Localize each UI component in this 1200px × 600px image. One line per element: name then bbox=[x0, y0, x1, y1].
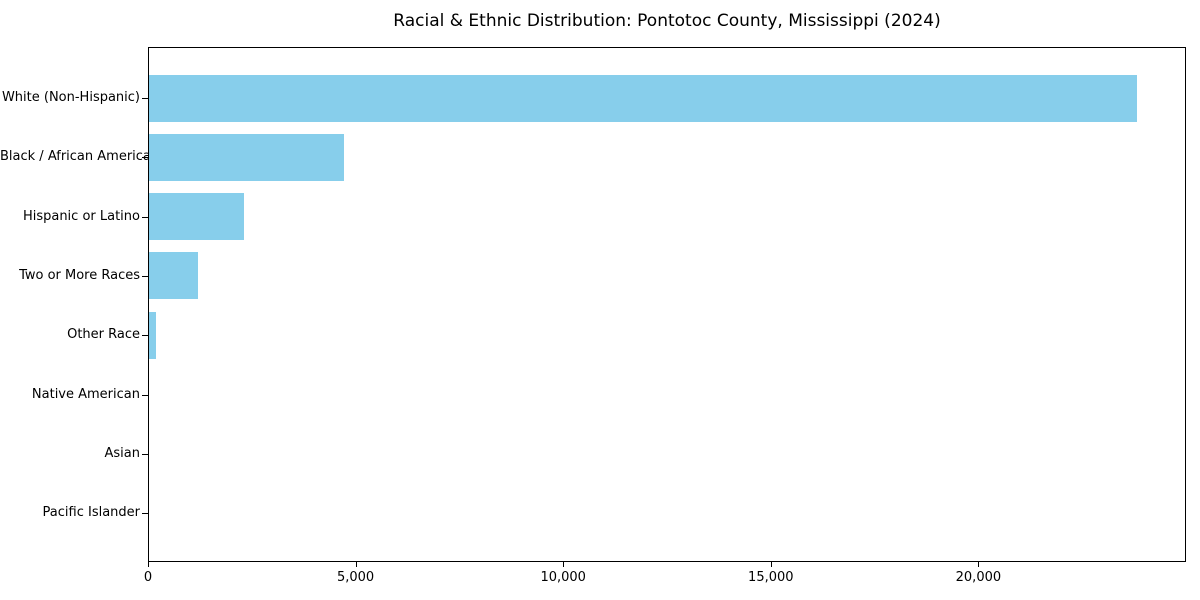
y-axis-label: White (Non-Hispanic) bbox=[1, 90, 140, 105]
x-axis-tick-mark bbox=[148, 562, 149, 567]
y-axis-tick-mark bbox=[142, 98, 148, 99]
bar bbox=[149, 193, 245, 241]
y-axis-label: Two or More Races bbox=[19, 267, 140, 283]
y-axis-tick-mark bbox=[142, 513, 148, 514]
y-axis-label: Other Race bbox=[67, 327, 140, 343]
x-axis-tick-label: 0 bbox=[143, 570, 153, 585]
y-axis-tick-mark bbox=[142, 454, 148, 455]
x-axis-tick-label: 15,000 bbox=[748, 570, 794, 585]
x-axis-tick-label: 5,000 bbox=[336, 570, 375, 585]
y-axis-tick-mark bbox=[142, 335, 148, 336]
x-axis-tick-mark bbox=[771, 562, 772, 567]
y-axis-tick-mark bbox=[142, 276, 148, 277]
y-axis-label: Asian bbox=[104, 445, 140, 461]
y-axis-tick-mark bbox=[142, 217, 148, 218]
x-axis-tick-mark bbox=[356, 562, 357, 567]
bar bbox=[149, 74, 1138, 122]
x-axis-tick-label: 20,000 bbox=[955, 570, 1002, 585]
chart-title: Racial & Ethnic Distribution: Pontotoc C… bbox=[393, 11, 941, 31]
plot-area bbox=[148, 47, 1186, 562]
x-axis-tick-label: 10,000 bbox=[540, 570, 586, 585]
y-axis-label: Black / African American bbox=[0, 149, 160, 165]
y-axis-label: Native American bbox=[31, 386, 140, 402]
y-axis-label: Pacific Islander bbox=[42, 505, 140, 521]
y-axis-tick-mark bbox=[142, 395, 148, 396]
y-axis-tick-mark bbox=[142, 157, 148, 158]
bar bbox=[149, 252, 198, 300]
bar bbox=[149, 311, 157, 359]
x-axis-tick-mark bbox=[978, 562, 979, 567]
bar bbox=[149, 133, 345, 181]
y-axis-label: Hispanic or Latino bbox=[22, 208, 140, 224]
x-axis-tick-mark bbox=[563, 562, 564, 567]
